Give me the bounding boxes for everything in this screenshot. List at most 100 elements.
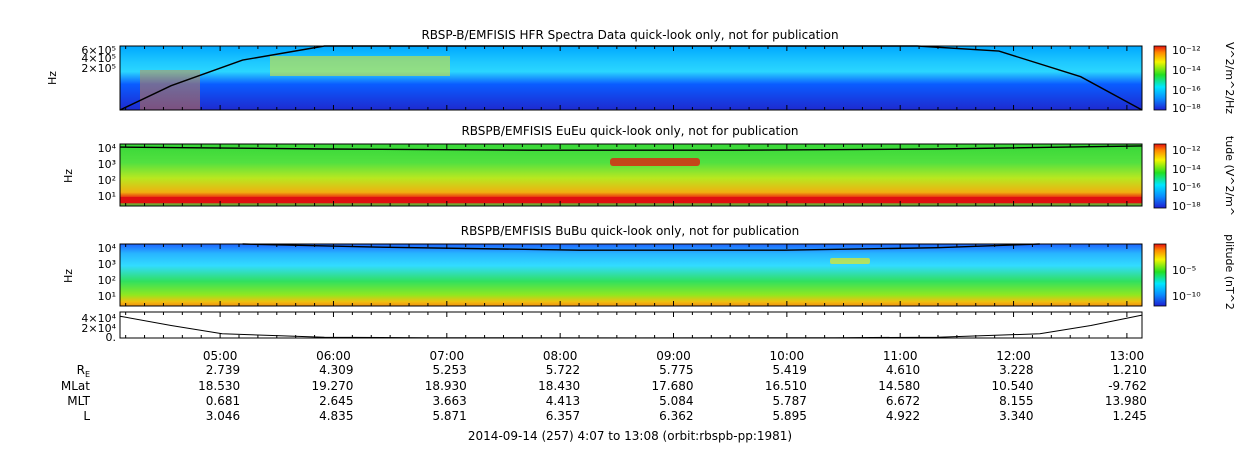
ephem-label-l: L [83, 409, 90, 423]
ephem-value-mlat: 10.540 [992, 379, 1034, 393]
panel-eueu-ytick-3: 10² [98, 174, 116, 187]
ephem-value-mlt: 5.084 [659, 394, 693, 408]
ephem-label-mlat: MLat [61, 379, 90, 393]
panel-eueu-cbar-label: tude (V^2/m^ [1223, 136, 1236, 216]
panel-eueu: RBSPB/EMFISIS EuEu quick-look only, not … [62, 124, 1236, 216]
panel-bubu: RBSPB/EMFISIS BuBu quick-look only, not … [62, 224, 1236, 310]
panel-hfr-ytick-1: 6×10⁵ [81, 44, 116, 57]
ephem-value-mlat: 18.430 [538, 379, 580, 393]
x-tick-label: 05:00 [203, 349, 238, 363]
panel-bubu-colorbar [1153, 243, 1167, 307]
ephem-value-l: 6.362 [659, 409, 693, 423]
panel-eueu-spectrogram [120, 144, 1142, 206]
ephem-value-mlt: 2.645 [319, 394, 353, 408]
ephem-value-mlat: 19.270 [311, 379, 353, 393]
panel-hfr-cbar-label: V^2/m^2/Hz [1223, 42, 1236, 114]
panel-hfr-spectrogram [120, 46, 1142, 110]
panel-hfr-colorbar [1153, 45, 1167, 111]
panel-eueu-xticks [125, 144, 1128, 206]
panel-bubu-plasma-curve [242, 243, 1040, 251]
x-tick-label: 08:00 [543, 349, 578, 363]
hfr-emission-burst [140, 70, 200, 110]
x-tick-label: 10:00 [770, 349, 805, 363]
panel-bubu-ytick-2: 10³ [98, 258, 116, 271]
panel-line-frame [119, 311, 1143, 339]
ephem-value-l: 5.895 [772, 409, 806, 423]
ephem-value-re: 5.419 [772, 363, 806, 377]
ephem-value-l: 3.046 [206, 409, 240, 423]
panel-eueu-title: RBSPB/EMFISIS EuEu quick-look only, not … [461, 124, 798, 138]
panel-eueu-cbar-tick-1: 10⁻¹² [1172, 144, 1201, 157]
panel-bubu-ylabel: Hz [62, 269, 75, 283]
panel-line-ytick-1: 4×10⁴ [81, 312, 116, 325]
x-tick-label: 06:00 [316, 349, 351, 363]
panel-line-xticks [125, 312, 1128, 338]
footer-orbit-info: 2014-09-14 (257) 4:07 to 13:08 (orbit:rb… [468, 429, 792, 443]
panel-eueu-frame [119, 143, 1143, 207]
panel-eueu-ytick-1: 10⁴ [98, 142, 117, 155]
panel-hfr-cbar-tick-3: 10⁻¹⁶ [1172, 84, 1201, 97]
panel-bubu-title: RBSPB/EMFISIS BuBu quick-look only, not … [461, 224, 799, 238]
ephem-value-re: 5.253 [432, 363, 466, 377]
panel-eueu-cbar-tick-3: 10⁻¹⁶ [1172, 181, 1201, 194]
ephem-value-mlt: 8.155 [999, 394, 1033, 408]
ephem-value-mlat: 14.580 [878, 379, 920, 393]
panel-eueu-colorbar [1153, 143, 1167, 209]
ephem-label-mlt: MLT [67, 394, 90, 408]
panel-eueu-ytick-2: 10³ [98, 158, 116, 171]
panel-bubu-cbar-tick-2: 10⁻¹⁰ [1172, 290, 1201, 303]
ephem-value-mlt: 3.663 [432, 394, 466, 408]
ephem-value-mlat: 16.510 [765, 379, 807, 393]
ephem-label-re: RE [77, 363, 90, 379]
panel-eueu-cbar-tick-2: 10⁻¹⁴ [1172, 163, 1201, 176]
panel-bubu-cbar-label: plitude (nT^2 [1223, 234, 1236, 310]
panel-bubu-ytick-1: 10⁴ [98, 242, 117, 255]
x-tick-label: 07:00 [430, 349, 465, 363]
ephem-value-mlat: 17.680 [652, 379, 694, 393]
panel-line-background [120, 312, 1142, 338]
ephem-value-mlt: 0.681 [206, 394, 240, 408]
panel-hfr-ytick-3: 2×10⁵ [81, 62, 116, 75]
ephem-value-l: 5.871 [432, 409, 466, 423]
ephem-value-re: 4.610 [886, 363, 920, 377]
ephem-value-re: 4.309 [319, 363, 353, 377]
ephem-value-re: 5.775 [659, 363, 693, 377]
ephem-value-mlt: 4.413 [546, 394, 580, 408]
ephem-value-re: 1.210 [1113, 363, 1147, 377]
ephem-value-mlat: 18.530 [198, 379, 240, 393]
panel-hfr: RBSP-B/EMFISIS HFR Spectra Data quick-lo… [46, 28, 1236, 115]
panel-line-ytick-2: 2×10⁴ [81, 322, 116, 335]
hfr-emission-band [270, 56, 450, 76]
ephem-value-mlt: 13.980 [1105, 394, 1147, 408]
x-axis-labels: 05:00 06:00 07:00 08:00 09:00 10:00 11:00 12:00… [203, 349, 1144, 363]
x-tick-label: 11:00 [883, 349, 918, 363]
panel-hfr-frame [119, 45, 1143, 111]
panel-eueu-cbar-tick-4: 10⁻¹⁸ [1172, 200, 1201, 213]
panel-bubu-cbar-tick-1: 10⁻⁵ [1172, 264, 1196, 277]
panel-eueu-ytick-4: 10¹ [98, 190, 116, 203]
panel-line: 4×10⁴ 2×10⁴ 0. [81, 311, 1143, 344]
panel-eueu-plasma-curve [119, 145, 1143, 151]
ephem-value-l: 6.357 [546, 409, 580, 423]
ephem-value-mlat: -9.762 [1108, 379, 1147, 393]
x-tick-label: 12:00 [996, 349, 1031, 363]
x-tick-label: 13:00 [1110, 349, 1145, 363]
panel-hfr-ylabel: Hz [46, 71, 59, 85]
ephem-value-l: 1.245 [1113, 409, 1147, 423]
ephem-value-mlt: 6.672 [886, 394, 920, 408]
panel-hfr-cbar-tick-4: 10⁻¹⁸ [1172, 102, 1201, 115]
panel-hfr-cbar-tick-1: 10⁻¹² [1172, 44, 1201, 57]
panel-hfr-cbar-tick-2: 10⁻¹⁴ [1172, 64, 1201, 77]
panel-bubu-xticks [125, 244, 1128, 306]
panel-hfr-title: RBSP-B/EMFISIS HFR Spectra Data quick-lo… [421, 28, 838, 42]
ephem-value-l: 4.922 [886, 409, 920, 423]
panel-hfr-ytick-2: 4×10⁵ [81, 52, 116, 65]
ephem-value-re: 2.739 [206, 363, 240, 377]
ephem-value-re: 5.722 [546, 363, 580, 377]
panel-bubu-ytick-4: 10¹ [98, 290, 116, 303]
panel-hfr-xticks [125, 46, 1128, 110]
panel-bubu-ytick-3: 10² [98, 274, 116, 287]
